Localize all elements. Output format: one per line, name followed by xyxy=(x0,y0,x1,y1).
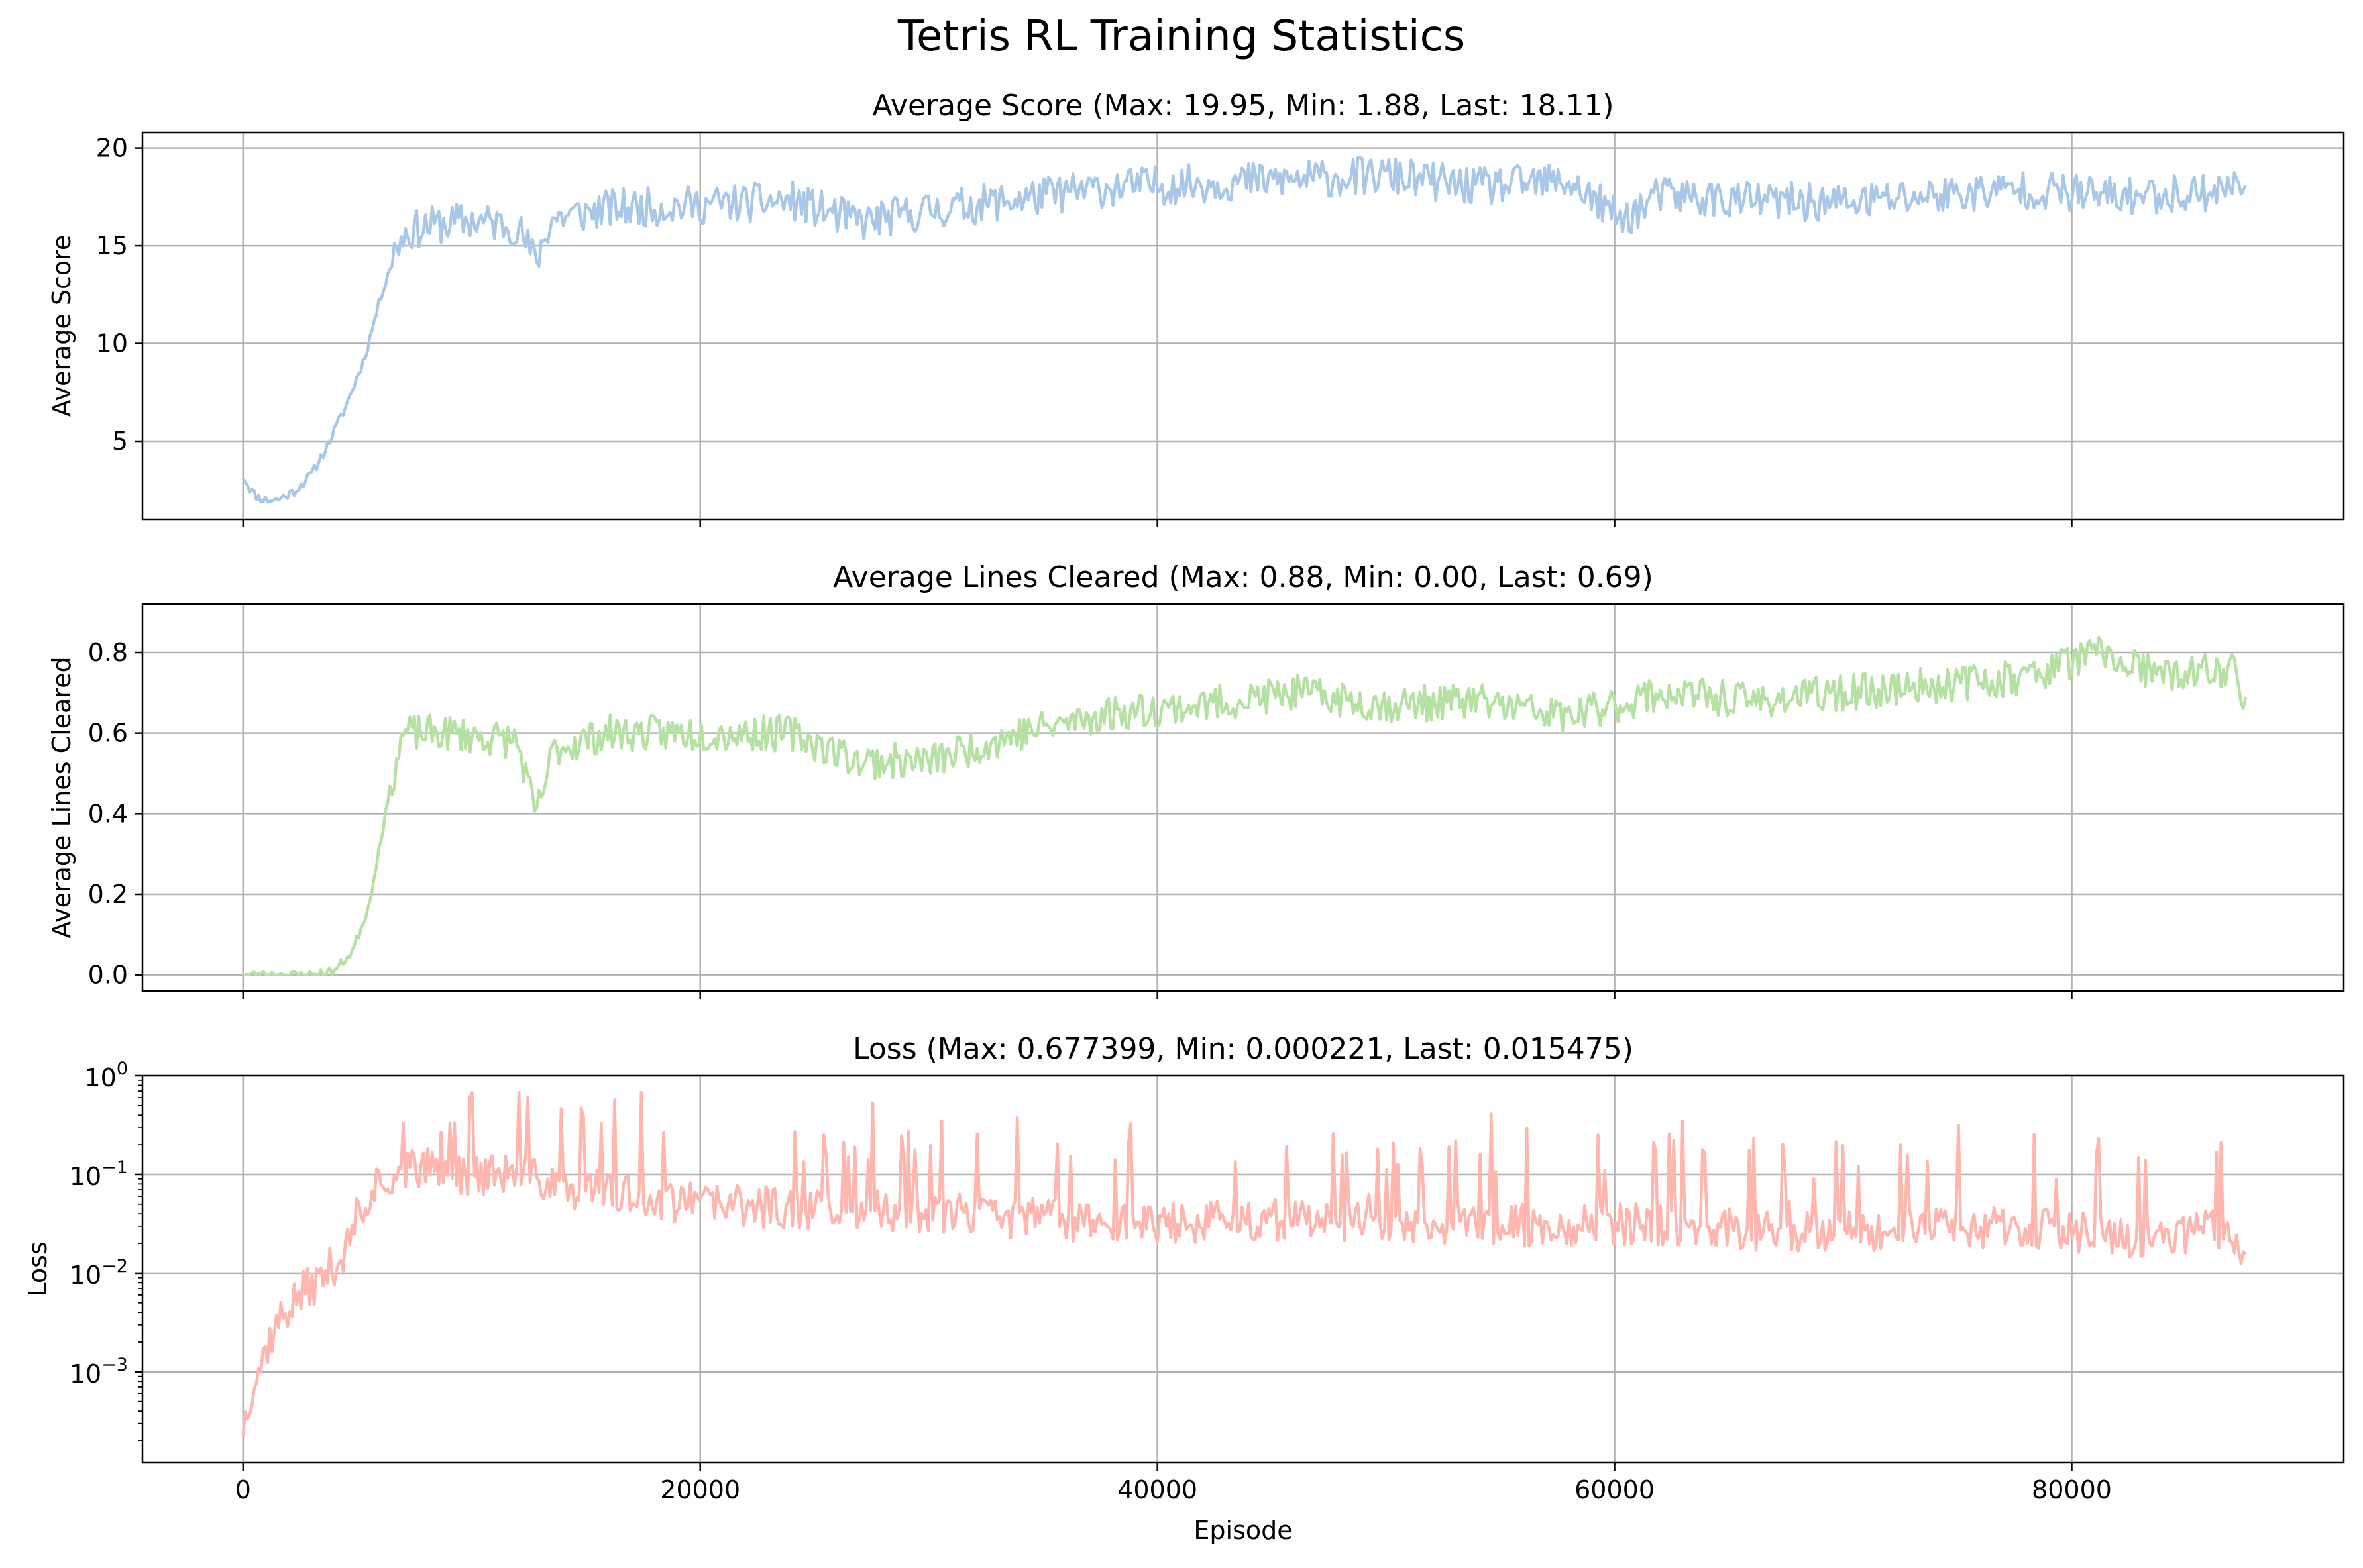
y-tick-label: 10−1 xyxy=(70,1157,128,1191)
y-tick-label: 100 xyxy=(84,1059,128,1092)
panel-1: 5 10 15 20 Average Score (Max: 19.95, Min: 1… xyxy=(47,89,2345,527)
y-tick-label: 0.0 xyxy=(88,961,128,990)
y-tick-label: 0.8 xyxy=(88,638,128,667)
y-tick-label: 0.4 xyxy=(88,799,128,828)
y-tick-label: 0.2 xyxy=(88,880,128,909)
y-tick-label: 10−2 xyxy=(70,1256,128,1290)
x-tick-label: 0 xyxy=(235,1475,251,1504)
panels: 5 10 15 20 Average Score (Max: 19.95, Min: 1… xyxy=(23,89,2345,1545)
axes-frame xyxy=(141,1074,2345,1464)
x-axis-label: Episode xyxy=(1193,1516,1292,1545)
grid xyxy=(142,132,2344,519)
panel-2: 0.0 0.2 0.4 0.6 0.8 Average Lines Cleared (Ma… xyxy=(47,560,2345,999)
y-axis-label: Average Lines Cleared xyxy=(47,656,76,938)
y-tick-label: 0.6 xyxy=(88,719,128,748)
series-line xyxy=(241,1090,2247,1437)
y-tick-label: 5 xyxy=(112,427,128,456)
x-tick-label: 20000 xyxy=(660,1475,740,1504)
panel-3: 0 20000 40000 60000 80000 10−3 10−2 10−1 100 Loss… xyxy=(23,1032,2345,1545)
y-axis-label: Average Score xyxy=(47,235,76,417)
y-tick-label: 20 xyxy=(96,134,128,163)
y-axis-label: Loss xyxy=(23,1241,52,1296)
y-tick-label: 15 xyxy=(96,231,128,260)
y-tick-label: 10 xyxy=(96,329,128,358)
series-line xyxy=(243,635,2247,976)
axes-frame xyxy=(141,131,2345,521)
x-tick-label: 40000 xyxy=(1117,1475,1197,1504)
series-line xyxy=(241,156,2247,504)
x-tick-label: 60000 xyxy=(1574,1475,1655,1504)
panel-title: Average Lines Cleared (Max: 0.88, Min: 0… xyxy=(833,560,1653,594)
y-tick-label: 10−3 xyxy=(70,1355,128,1388)
x-tick-label: 80000 xyxy=(2032,1475,2112,1504)
panel-title: Loss (Max: 0.677399, Min: 0.000221, Last… xyxy=(853,1032,1633,1066)
figure-title: Tetris RL Training Statistics xyxy=(897,12,1465,61)
axes-frame xyxy=(141,603,2345,992)
panel-title: Average Score (Max: 19.95, Min: 1.88, La… xyxy=(872,89,1614,123)
